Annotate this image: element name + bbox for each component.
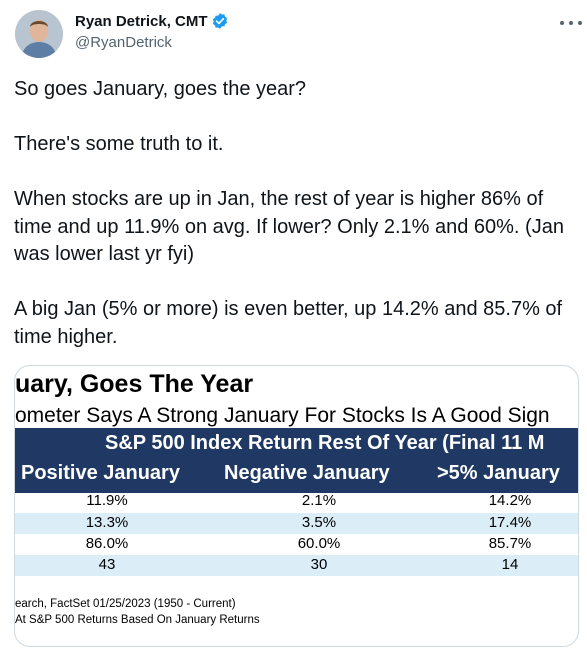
image-subtitle: ometer Says A Strong January For Stocks … — [15, 404, 550, 427]
table-cell: 13.3% — [85, 514, 129, 531]
table-row: 13.3% 3.5% 17.4% — [15, 513, 578, 534]
column-header: Positive January — [21, 462, 180, 484]
tweet-paragraph: A big Jan (5% or more) is even better, u… — [14, 298, 563, 348]
image-footnote: At S&P 500 Returns Based On January Retu… — [15, 614, 260, 626]
avatar-photo-icon — [15, 10, 63, 58]
tweet-text: So goes January, goes the year? There's … — [14, 76, 579, 351]
table-row: 43 30 14 — [15, 555, 578, 576]
tweet-paragraph: So goes January, goes the year? — [14, 78, 307, 100]
table-cell: 3.5% — [301, 514, 337, 531]
more-options-icon[interactable] — [560, 14, 582, 32]
author-name-text: Ryan Detrick, CMT — [75, 12, 208, 30]
image-title: uary, Goes The Year — [15, 370, 254, 398]
author-name[interactable]: Ryan Detrick, CMT — [75, 12, 229, 30]
table-cell: 11.9% — [86, 492, 128, 509]
verified-badge-icon — [212, 13, 227, 29]
table-cell: 14.2% — [488, 492, 532, 509]
table-row: 86.0% 60.0% 85.7% — [15, 534, 578, 555]
tweet-image[interactable]: uary, Goes The Year ometer Says A Strong… — [14, 365, 579, 647]
table-cell: 86.0% — [85, 535, 129, 552]
table-cell: 85.7% — [488, 535, 532, 552]
table-cell: 17.4% — [488, 514, 532, 531]
table-header-band: S&P 500 Index Return Rest Of Year (Final… — [15, 428, 578, 493]
column-header: Negative January — [224, 462, 390, 484]
table-title: S&P 500 Index Return Rest Of Year (Final… — [105, 432, 545, 454]
table-row: 11.9% 2.1% 14.2% — [15, 491, 578, 512]
table-cell: 2.1% — [301, 492, 337, 509]
author-handle[interactable]: @RyanDetrick — [75, 34, 172, 51]
image-source-note: earch, FactSet 01/25/2023 (1950 - Curren… — [15, 598, 236, 610]
tweet-paragraph: When stocks are up in Jan, the rest of y… — [14, 188, 564, 265]
column-header: >5% January — [437, 462, 560, 484]
tweet-paragraph: There's some truth to it. — [14, 133, 224, 155]
avatar[interactable] — [15, 10, 63, 58]
table-cell: 43 — [98, 556, 116, 573]
table-cell: 14 — [501, 556, 519, 573]
table-cell: 60.0% — [297, 535, 341, 552]
table-cell: 30 — [310, 556, 328, 573]
